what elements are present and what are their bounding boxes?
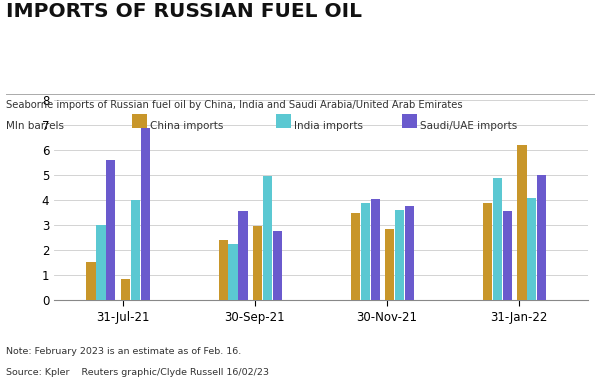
Bar: [371, 199, 380, 300]
Bar: [238, 211, 248, 300]
Bar: [351, 213, 360, 300]
Bar: [218, 240, 228, 300]
Bar: [527, 198, 536, 300]
Bar: [385, 229, 394, 300]
Bar: [405, 206, 414, 300]
Text: Saudi/UAE imports: Saudi/UAE imports: [420, 121, 517, 131]
Bar: [395, 210, 404, 300]
Text: Source: Kpler    Reuters graphic/Clyde Russell 16/02/23: Source: Kpler Reuters graphic/Clyde Russ…: [6, 368, 269, 377]
Bar: [86, 261, 95, 300]
Bar: [483, 203, 492, 300]
Bar: [121, 279, 130, 300]
Bar: [517, 145, 527, 300]
Bar: [493, 178, 502, 300]
Bar: [503, 211, 512, 300]
Bar: [361, 203, 370, 300]
Text: Seaborne imports of Russian fuel oil by China, India and Saudi Arabia/United Ara: Seaborne imports of Russian fuel oil by …: [6, 100, 463, 110]
Text: Note: February 2023 is an estimate as of Feb. 16.: Note: February 2023 is an estimate as of…: [6, 346, 241, 355]
Bar: [263, 176, 272, 300]
Bar: [106, 160, 115, 300]
Bar: [273, 231, 282, 300]
Text: China imports: China imports: [150, 121, 223, 131]
Text: India imports: India imports: [294, 121, 363, 131]
Text: IMPORTS OF RUSSIAN FUEL OIL: IMPORTS OF RUSSIAN FUEL OIL: [6, 2, 362, 21]
Bar: [253, 226, 262, 300]
Text: Mln barrels: Mln barrels: [6, 121, 64, 131]
Bar: [131, 200, 140, 300]
Bar: [140, 128, 150, 300]
Bar: [229, 244, 238, 300]
Bar: [537, 175, 547, 300]
Bar: [96, 225, 106, 300]
